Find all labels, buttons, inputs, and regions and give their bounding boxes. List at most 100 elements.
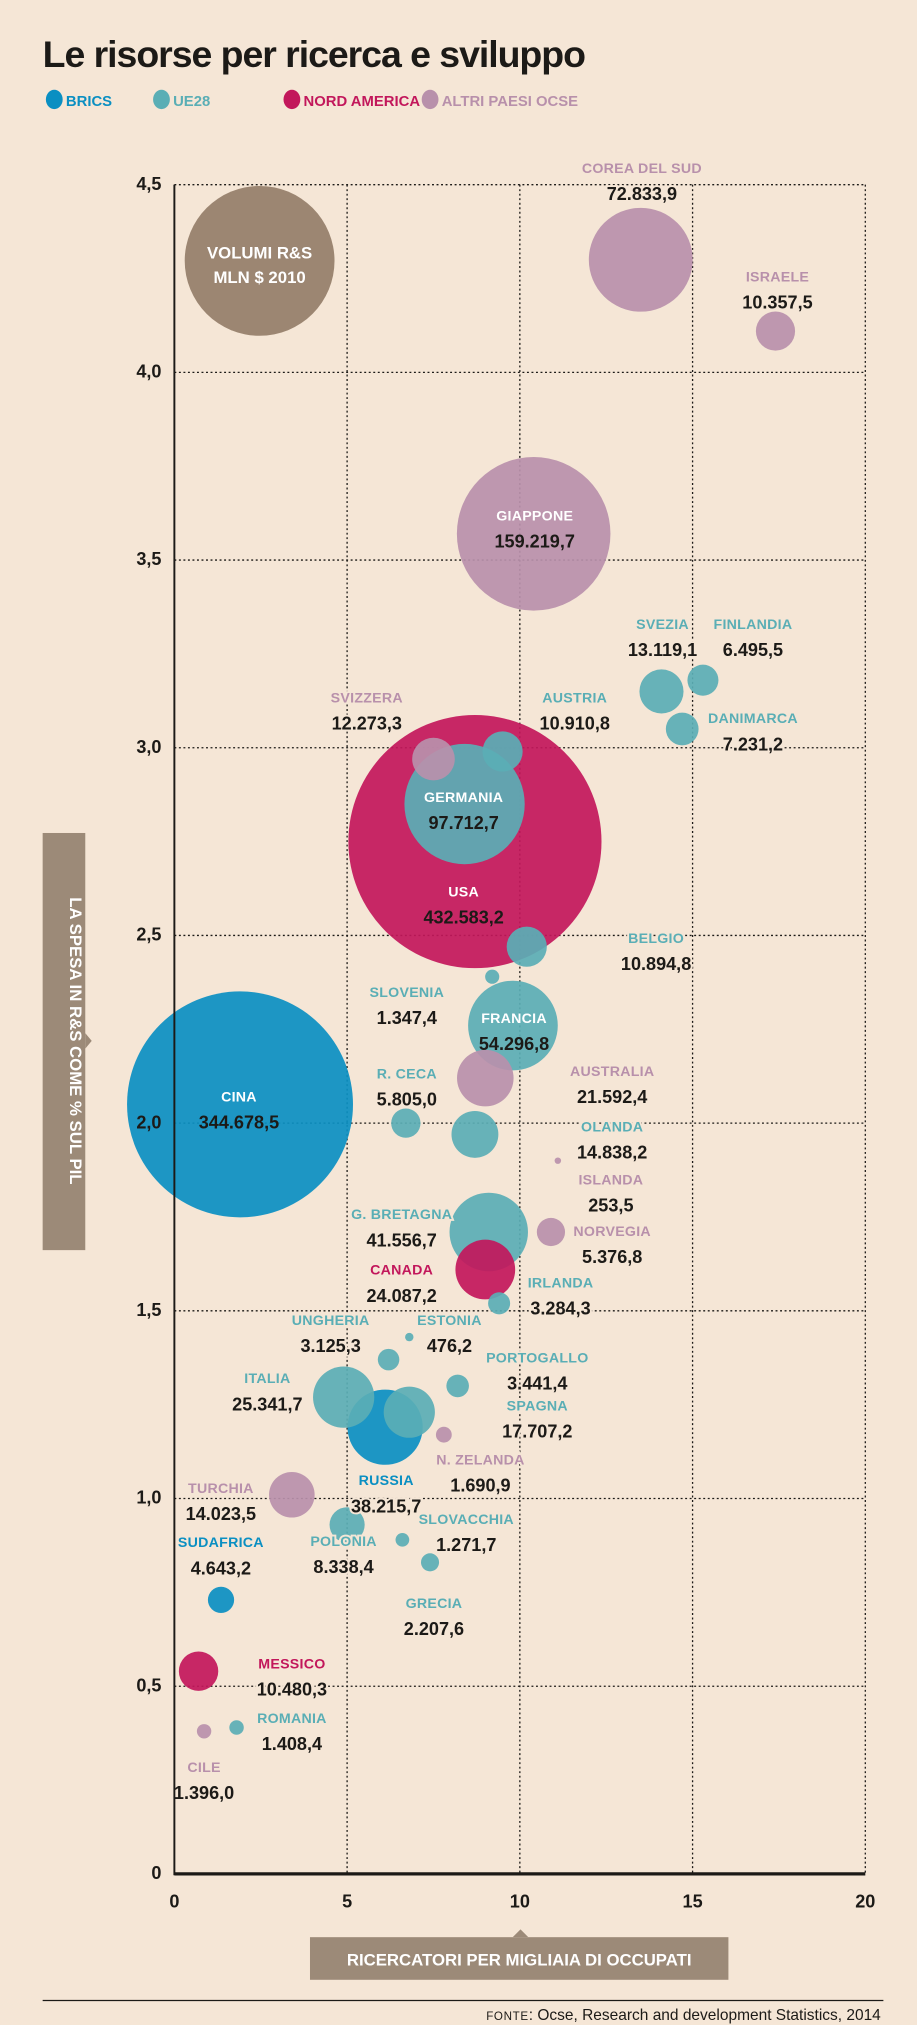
legend-marker-nam [283,89,301,110]
y-tick-label: 0,5 [136,1675,161,1695]
label-value-belgio: 10.894,8 [621,954,691,974]
y-tick-label: 2,0 [136,1112,161,1132]
label-value-slovenia: 1.347,4 [377,1008,437,1028]
x-tick-label: 15 [683,1891,703,1911]
label-value-danimarca: 7.231,2 [723,734,783,754]
source-note: FONTE: Ocse, Research and development St… [486,2007,881,2024]
y-tick-label: 0 [151,1863,161,1883]
bubbles [127,207,796,1739]
label-value-austria: 10.910,8 [540,714,610,734]
bubble-labels: COREA DEL SUD 72.833,9 ISRAELE 10.357,5 GIAP… [172,159,815,1805]
bubble-turchia [269,1471,315,1518]
bubble-grecia [420,1553,440,1572]
label-name-polonia: POLONIA [310,1534,376,1550]
label-name-slovacchia: SLOVACCHIA [419,1512,514,1528]
label-name-germania: GERMANIA [424,790,503,806]
bubble-spagna [383,1386,435,1438]
label-name-islanda: ISLANDA [578,1172,643,1188]
label-value-grecia: 2.207,6 [404,1619,464,1639]
x-tick-label: 0 [169,1891,179,1911]
source-text: : Ocse, Research and development Statist… [529,2007,881,2024]
bubble-olanda [451,1110,499,1158]
label-value-cina: 344.678,5 [199,1113,279,1133]
label-name-sudafrica: SUDAFRICA [178,1535,264,1551]
y-axis-label-box [42,832,86,1251]
y-tick-label: 2,5 [136,925,161,945]
label-value-n-zelanda: 1.690,9 [450,1476,510,1496]
label-value-portogallo: 3.441,4 [507,1374,567,1394]
legend-label-nam: NORD AMERICA [304,94,421,110]
label-value-canada: 24.087,2 [366,1286,436,1306]
label-name-italia: ITALIA [244,1371,290,1387]
bubble-danimarca [665,712,699,746]
legend-marker-brics [45,89,63,110]
label-name-irlanda: IRLANDA [528,1276,594,1292]
label-name-svezia: SVEZIA [636,617,689,633]
bubble-canada [455,1239,516,1300]
label-name-slovenia: SLOVENIA [370,985,445,1001]
x-axis-label-box [309,1937,729,1980]
bubble-francia [468,980,558,1071]
label-value-cile: 1.396,0 [174,1783,234,1803]
bubble-svizzera [412,737,455,781]
label-value-slovacchia: 1.271,7 [436,1535,496,1555]
source-prefix: FONTE [486,2010,529,2023]
label-name-usa: USA [448,884,479,900]
legend-label-ocse: ALTRI PAESI OCSE [442,94,578,110]
size-legend-bubble [184,185,335,336]
y-axis-label: LA SPESA IN R&S COME % SUL PIL [42,832,92,1251]
label-name-r-ceca: R. CECA [377,1066,437,1082]
label-name-spagna: SPAGNA [507,1398,568,1414]
label-value-francia: 54.296,8 [479,1034,549,1054]
label-value-spagna: 17.707,2 [502,1421,572,1441]
label-name-romania: ROMANIA [257,1711,327,1727]
bubble-austria [482,731,523,772]
label-value-olanda: 14.838,2 [577,1142,647,1162]
bubble-italia [313,1366,375,1428]
bubble-estonia [405,1332,414,1342]
bubble-cile [196,1724,212,1739]
label-name-estonia: ESTONIA [417,1313,482,1329]
x-axis-title: RICERCATORI PER MIGLIAIA DI OCCUPATI [347,1951,692,1970]
bubble-finlandia [687,664,719,696]
label-name-olanda: OLANDA [581,1119,643,1135]
bubble-ungheria [377,1348,400,1371]
label-name-giappone: GIAPPONE [496,508,573,524]
y-axis-title: LA SPESA IN R&S COME % SUL PIL [66,897,85,1184]
label-value-romania: 1.408,4 [262,1734,322,1754]
x-axis-label-arrow [512,1929,529,1938]
label-name-israele: ISRAELE [746,270,809,286]
label-value-norvegia: 5.376,8 [582,1247,642,1267]
legend-label-brics: BRICS [66,94,112,110]
label-value-g-bretagna: 41.556,7 [366,1230,436,1250]
label-name-norvegia: NORVEGIA [573,1224,651,1240]
bubble-romania [229,1720,244,1735]
label-name-n-zelanda: N. ZELANDA [436,1453,525,1469]
label-name-austria: AUSTRIA [542,691,607,707]
label-name-ungheria: UNGHERIA [292,1313,370,1329]
label-name-svizzera: SVIZZERA [331,691,403,707]
label-value-r-ceca: 5.805,0 [377,1089,437,1109]
bubble-messico [178,1651,219,1691]
label-value-israele: 10.357,5 [742,293,812,313]
label-value-svezia: 13.119,1 [628,640,697,660]
x-tick-label: 10 [510,1891,530,1911]
label-name-australia: AUSTRALIA [570,1064,654,1080]
x-tick-label: 5 [342,1891,352,1911]
label-value-svizzera: 12.273,3 [332,714,402,734]
label-value-estonia: 476,2 [427,1336,472,1356]
y-tick-label: 3,5 [136,549,161,569]
label-name-francia: FRANCIA [481,1011,547,1027]
legend-label-ue28: UE28 [173,94,210,110]
label-name-cile: CILE [187,1760,220,1776]
x-tick-label: 20 [855,1891,875,1911]
label-name-canada: CANADA [370,1263,433,1279]
bubble-portogallo [446,1374,469,1398]
axes: 0 5 10 15 20 0 0,5 1,0 1,5 2,0 2,5 3,0 3,5 4,0 4,5 [136,174,875,1912]
label-value-ungheria: 3.125,3 [300,1336,360,1356]
y-tick-label: 3,0 [136,737,161,757]
label-name-grecia: GRECIA [406,1596,463,1612]
label-value-polonia: 8.338,4 [313,1557,373,1577]
bubble-irlanda [488,1292,511,1315]
